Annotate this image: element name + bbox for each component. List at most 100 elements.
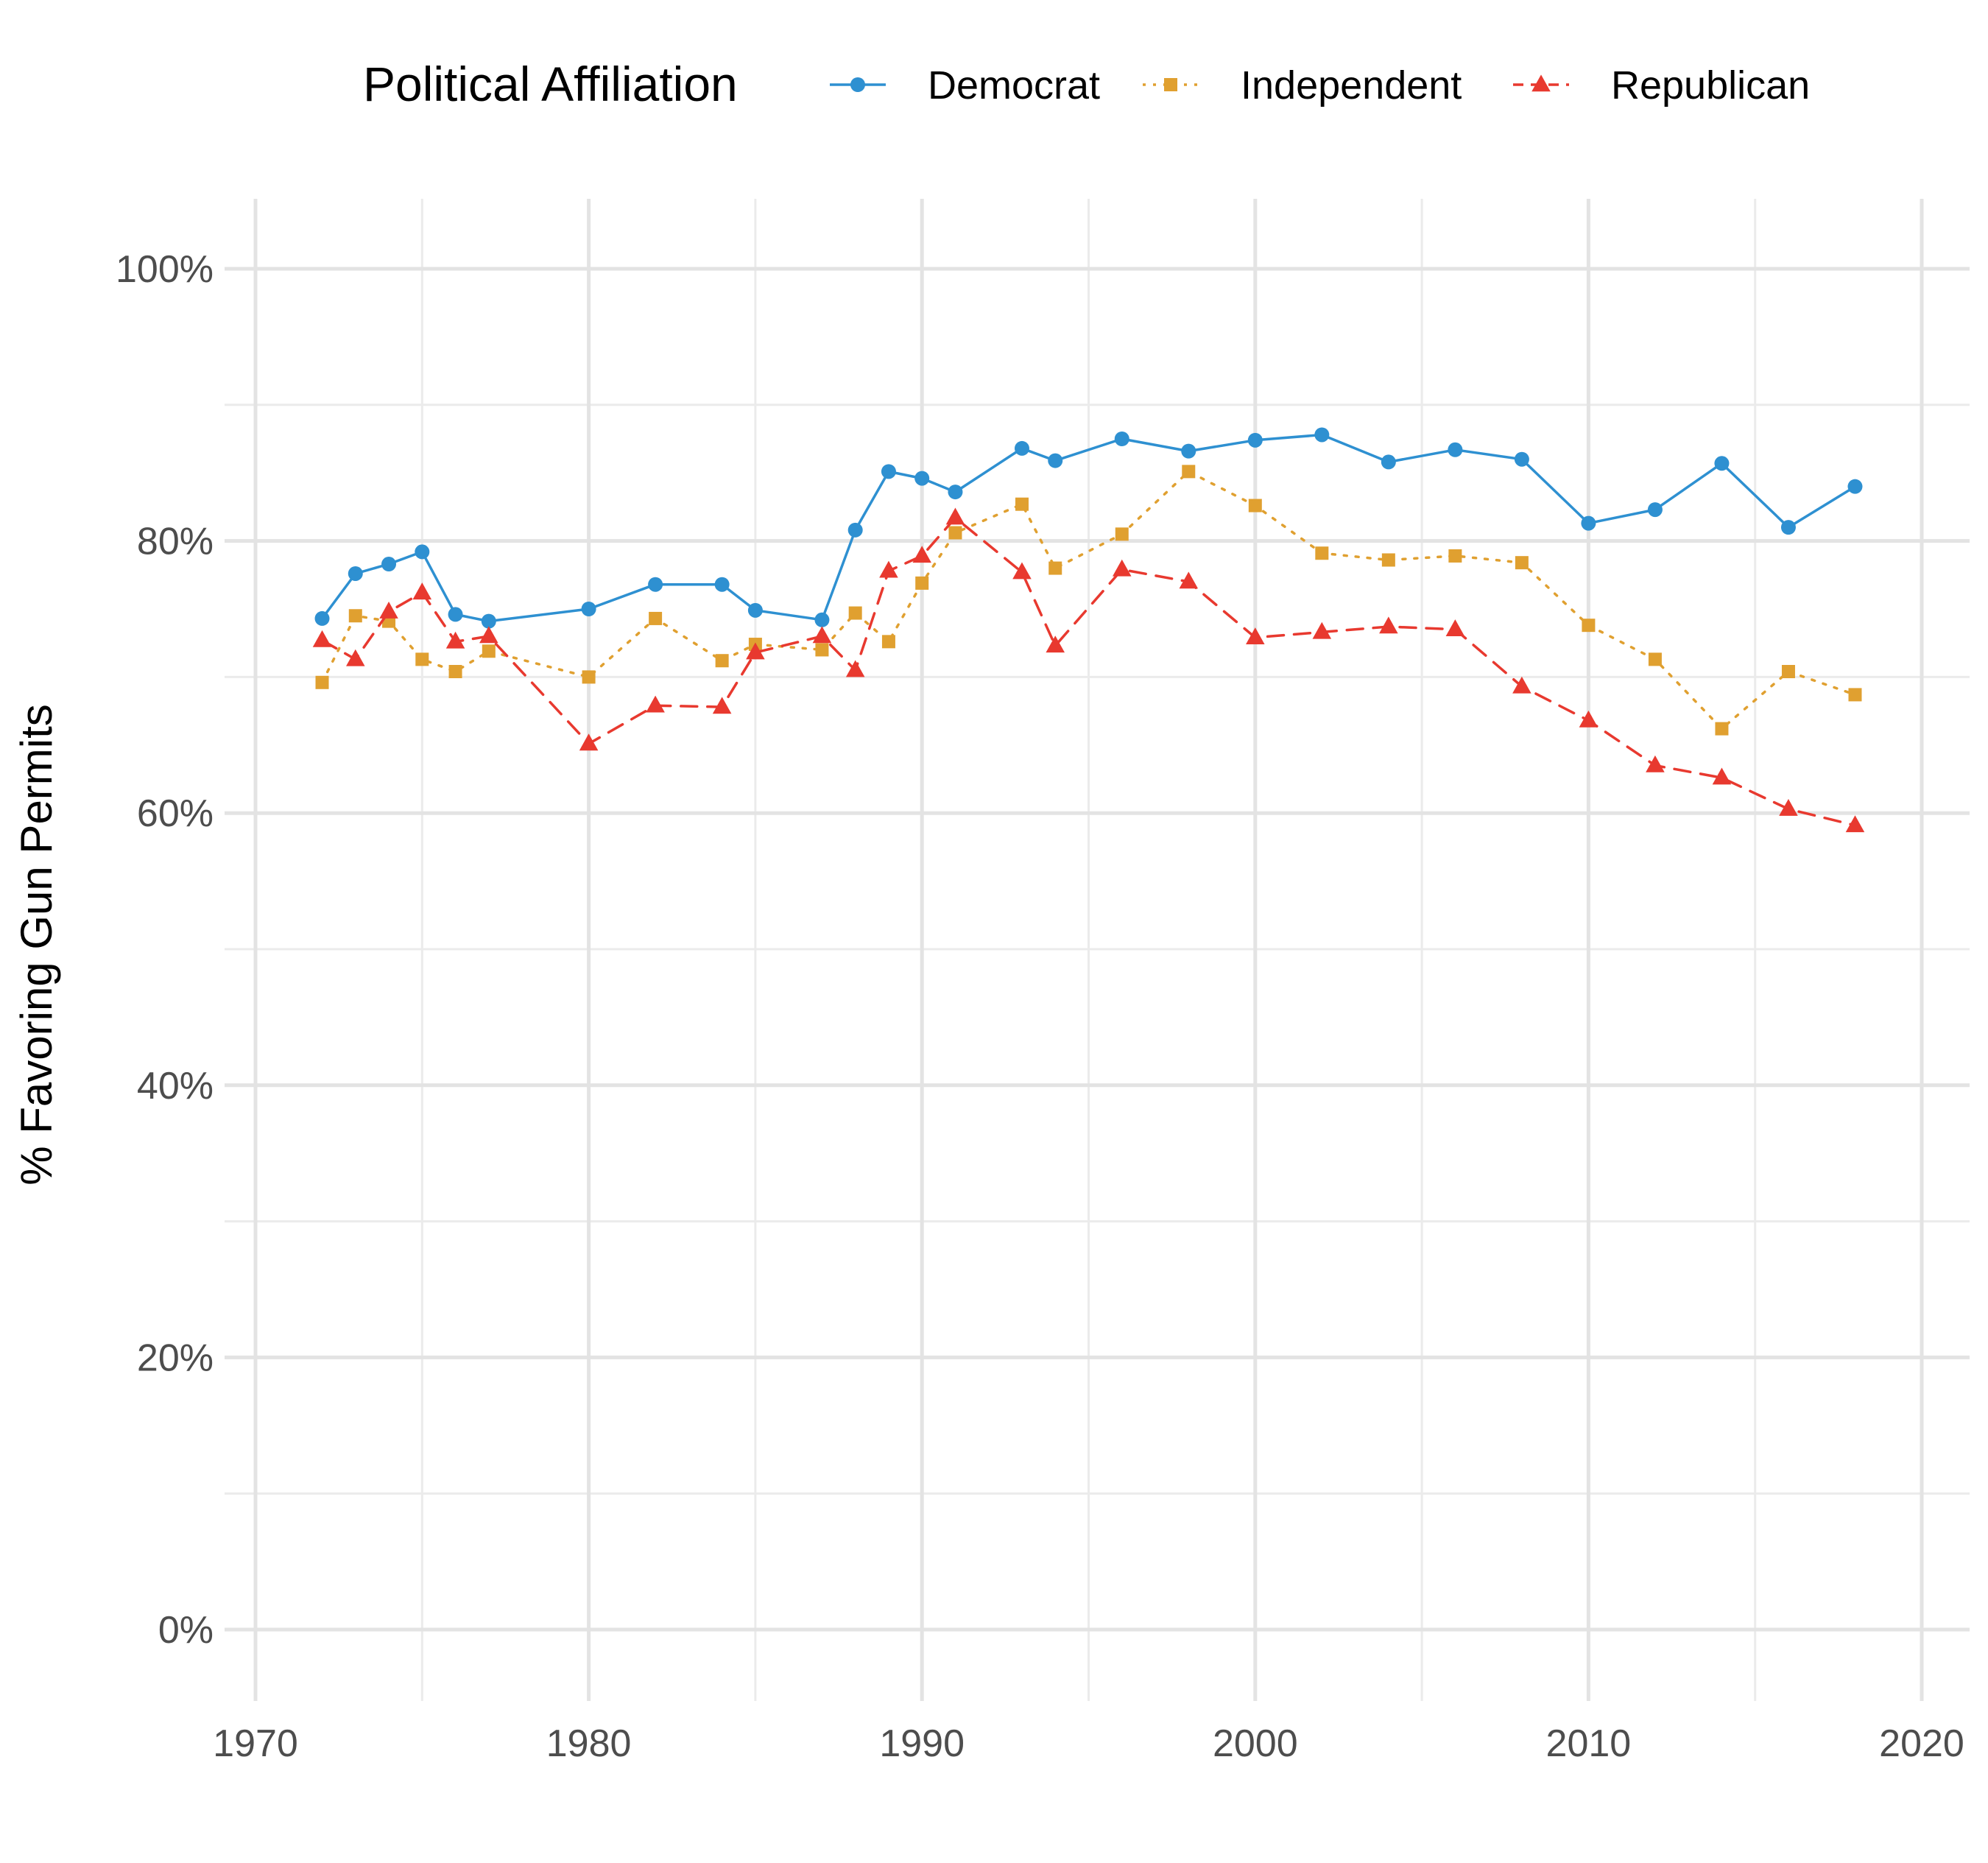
y-tick-label: 40% xyxy=(137,1065,214,1107)
data-point-republican xyxy=(912,546,931,563)
series-layer xyxy=(312,427,1865,833)
data-point-republican xyxy=(1845,815,1865,833)
data-point-independent xyxy=(415,652,429,666)
data-point-democrat xyxy=(881,464,896,479)
data-point-democrat xyxy=(1847,479,1863,494)
data-point-democrat xyxy=(814,612,830,627)
legend-marker-democrat xyxy=(850,77,865,92)
data-point-republican xyxy=(379,602,398,619)
data-point-democrat xyxy=(581,602,596,616)
legend-marker-independent xyxy=(1164,78,1177,91)
data-point-republican xyxy=(1046,635,1065,653)
data-point-independent xyxy=(915,576,929,590)
data-point-democrat xyxy=(747,602,763,618)
data-point-independent xyxy=(848,606,862,620)
data-point-democrat xyxy=(1247,432,1263,448)
x-tick-label: 2010 xyxy=(1546,1722,1632,1765)
x-tick-label: 1970 xyxy=(213,1722,298,1765)
data-point-independent xyxy=(881,635,895,649)
data-point-republican xyxy=(1445,619,1465,636)
data-point-independent xyxy=(715,654,729,668)
grid-minor xyxy=(225,199,1970,1701)
legend-title: Political Affiliation xyxy=(363,57,738,111)
data-point-democrat xyxy=(381,557,397,572)
data-point-democrat xyxy=(1014,440,1029,456)
grid-major xyxy=(225,199,1970,1701)
data-point-independent xyxy=(815,643,829,657)
data-point-democrat xyxy=(648,577,663,592)
x-tick-label: 1980 xyxy=(546,1722,632,1765)
data-point-democrat xyxy=(1514,451,1529,467)
series-democrat xyxy=(314,427,1863,629)
data-point-independent xyxy=(348,609,362,623)
data-point-independent xyxy=(1048,561,1062,575)
data-point-independent xyxy=(482,644,496,658)
data-point-democrat xyxy=(1448,442,1463,457)
data-point-independent xyxy=(448,665,462,679)
data-point-democrat xyxy=(1714,456,1730,471)
data-point-independent xyxy=(1182,465,1196,479)
y-tick-label: 0% xyxy=(158,1609,214,1652)
data-point-republican xyxy=(1113,559,1132,577)
data-point-republican xyxy=(312,630,332,647)
data-point-republican xyxy=(346,649,365,666)
data-point-independent xyxy=(1781,665,1795,679)
y-tick-label: 100% xyxy=(116,248,214,291)
legend-item-republican: Republican xyxy=(1513,63,1810,108)
series-republican xyxy=(312,507,1865,833)
data-point-republican xyxy=(945,507,965,525)
data-point-republican xyxy=(579,733,599,751)
data-point-republican xyxy=(1312,621,1332,639)
data-point-democrat xyxy=(448,607,463,622)
data-point-republican xyxy=(845,660,865,677)
data-point-independent xyxy=(1381,553,1395,567)
data-point-democrat xyxy=(1780,520,1796,535)
data-point-democrat xyxy=(914,471,930,486)
data-point-republican xyxy=(445,631,465,649)
data-point-independent xyxy=(1848,688,1862,702)
y-tick-label: 80% xyxy=(137,521,214,563)
y-tick-label: 20% xyxy=(137,1336,214,1379)
y-axis-tick-labels: 0% 20% 40% 60% 80% 100% xyxy=(116,248,214,1652)
data-point-democrat xyxy=(714,577,730,592)
data-point-republican xyxy=(412,582,432,600)
data-point-independent xyxy=(649,611,663,625)
data-point-democrat xyxy=(1647,502,1663,518)
legend-items: Democrat Independent Republican xyxy=(830,63,1810,108)
data-point-democrat xyxy=(348,566,363,581)
data-point-independent xyxy=(1015,497,1029,511)
x-tick-label: 1990 xyxy=(879,1722,965,1765)
data-point-independent xyxy=(1248,499,1262,513)
data-point-independent xyxy=(1582,619,1596,633)
data-point-independent xyxy=(1315,546,1329,560)
data-point-democrat xyxy=(1181,443,1196,459)
data-point-republican xyxy=(1579,710,1598,728)
data-point-independent xyxy=(1115,527,1129,541)
data-point-democrat xyxy=(415,544,430,560)
data-point-democrat xyxy=(1114,432,1129,446)
data-point-independent xyxy=(1715,722,1729,736)
data-point-republican xyxy=(1779,799,1798,816)
data-point-republican xyxy=(746,642,765,660)
legend-item-independent: Independent xyxy=(1143,63,1462,108)
x-tick-label: 2000 xyxy=(1213,1722,1298,1765)
data-point-independent xyxy=(582,670,596,684)
x-tick-label: 2020 xyxy=(1879,1722,1964,1765)
data-point-republican xyxy=(1179,571,1199,589)
data-point-democrat xyxy=(847,522,863,538)
legend-label-independent: Independent xyxy=(1241,63,1462,108)
y-axis-title: % Favoring Gun Permits xyxy=(12,704,61,1186)
data-point-democrat xyxy=(314,610,330,626)
data-point-republican xyxy=(1246,627,1265,645)
data-point-independent xyxy=(1515,556,1529,570)
data-point-republican xyxy=(712,697,732,714)
legend: Political Affiliation Democrat Independen… xyxy=(363,57,1810,111)
data-point-republican xyxy=(1712,767,1732,785)
data-point-independent xyxy=(948,526,962,540)
data-point-republican xyxy=(812,626,832,644)
data-point-democrat xyxy=(1581,515,1596,531)
data-point-democrat xyxy=(1314,427,1330,443)
data-point-democrat xyxy=(948,485,963,500)
